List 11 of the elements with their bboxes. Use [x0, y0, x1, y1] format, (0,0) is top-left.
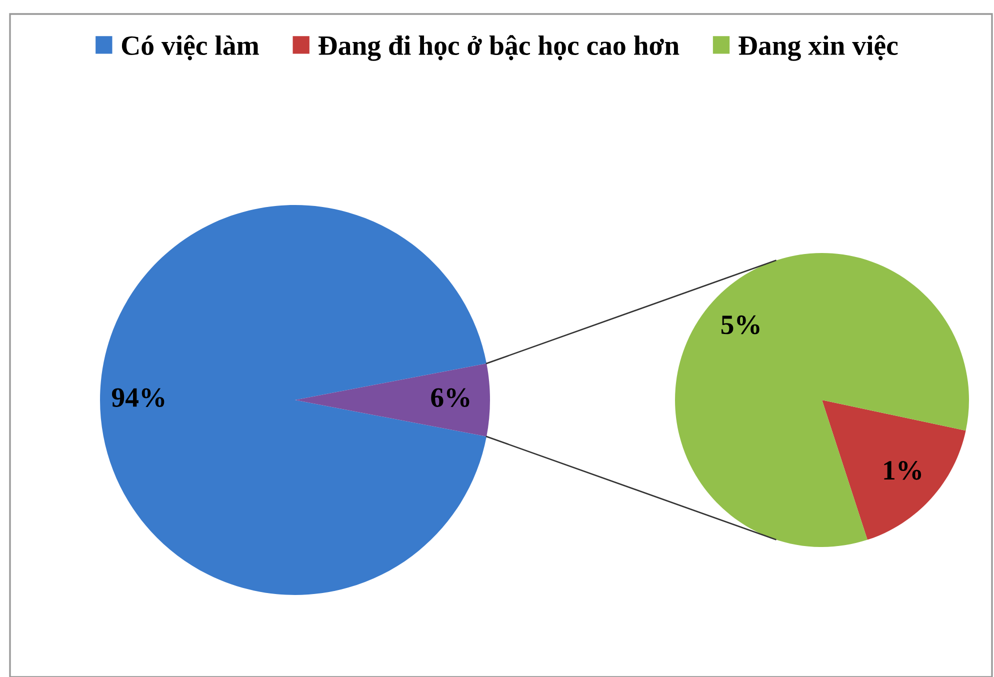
pie-slice	[822, 400, 966, 540]
data-label: 1%	[884, 460, 922, 480]
pie-slice	[100, 205, 487, 595]
data-label: 6%	[431, 388, 470, 408]
data-label: 94%	[112, 388, 164, 408]
legend-label: Đang đi học ở bậc học cao hơn	[318, 35, 680, 61]
legend-label: Đang xin việc	[738, 35, 898, 61]
pie-slice	[675, 253, 969, 547]
data-label: 5%	[721, 315, 760, 334]
pie-slice	[295, 363, 490, 437]
legend-label: Có việc làm	[122, 35, 259, 60]
